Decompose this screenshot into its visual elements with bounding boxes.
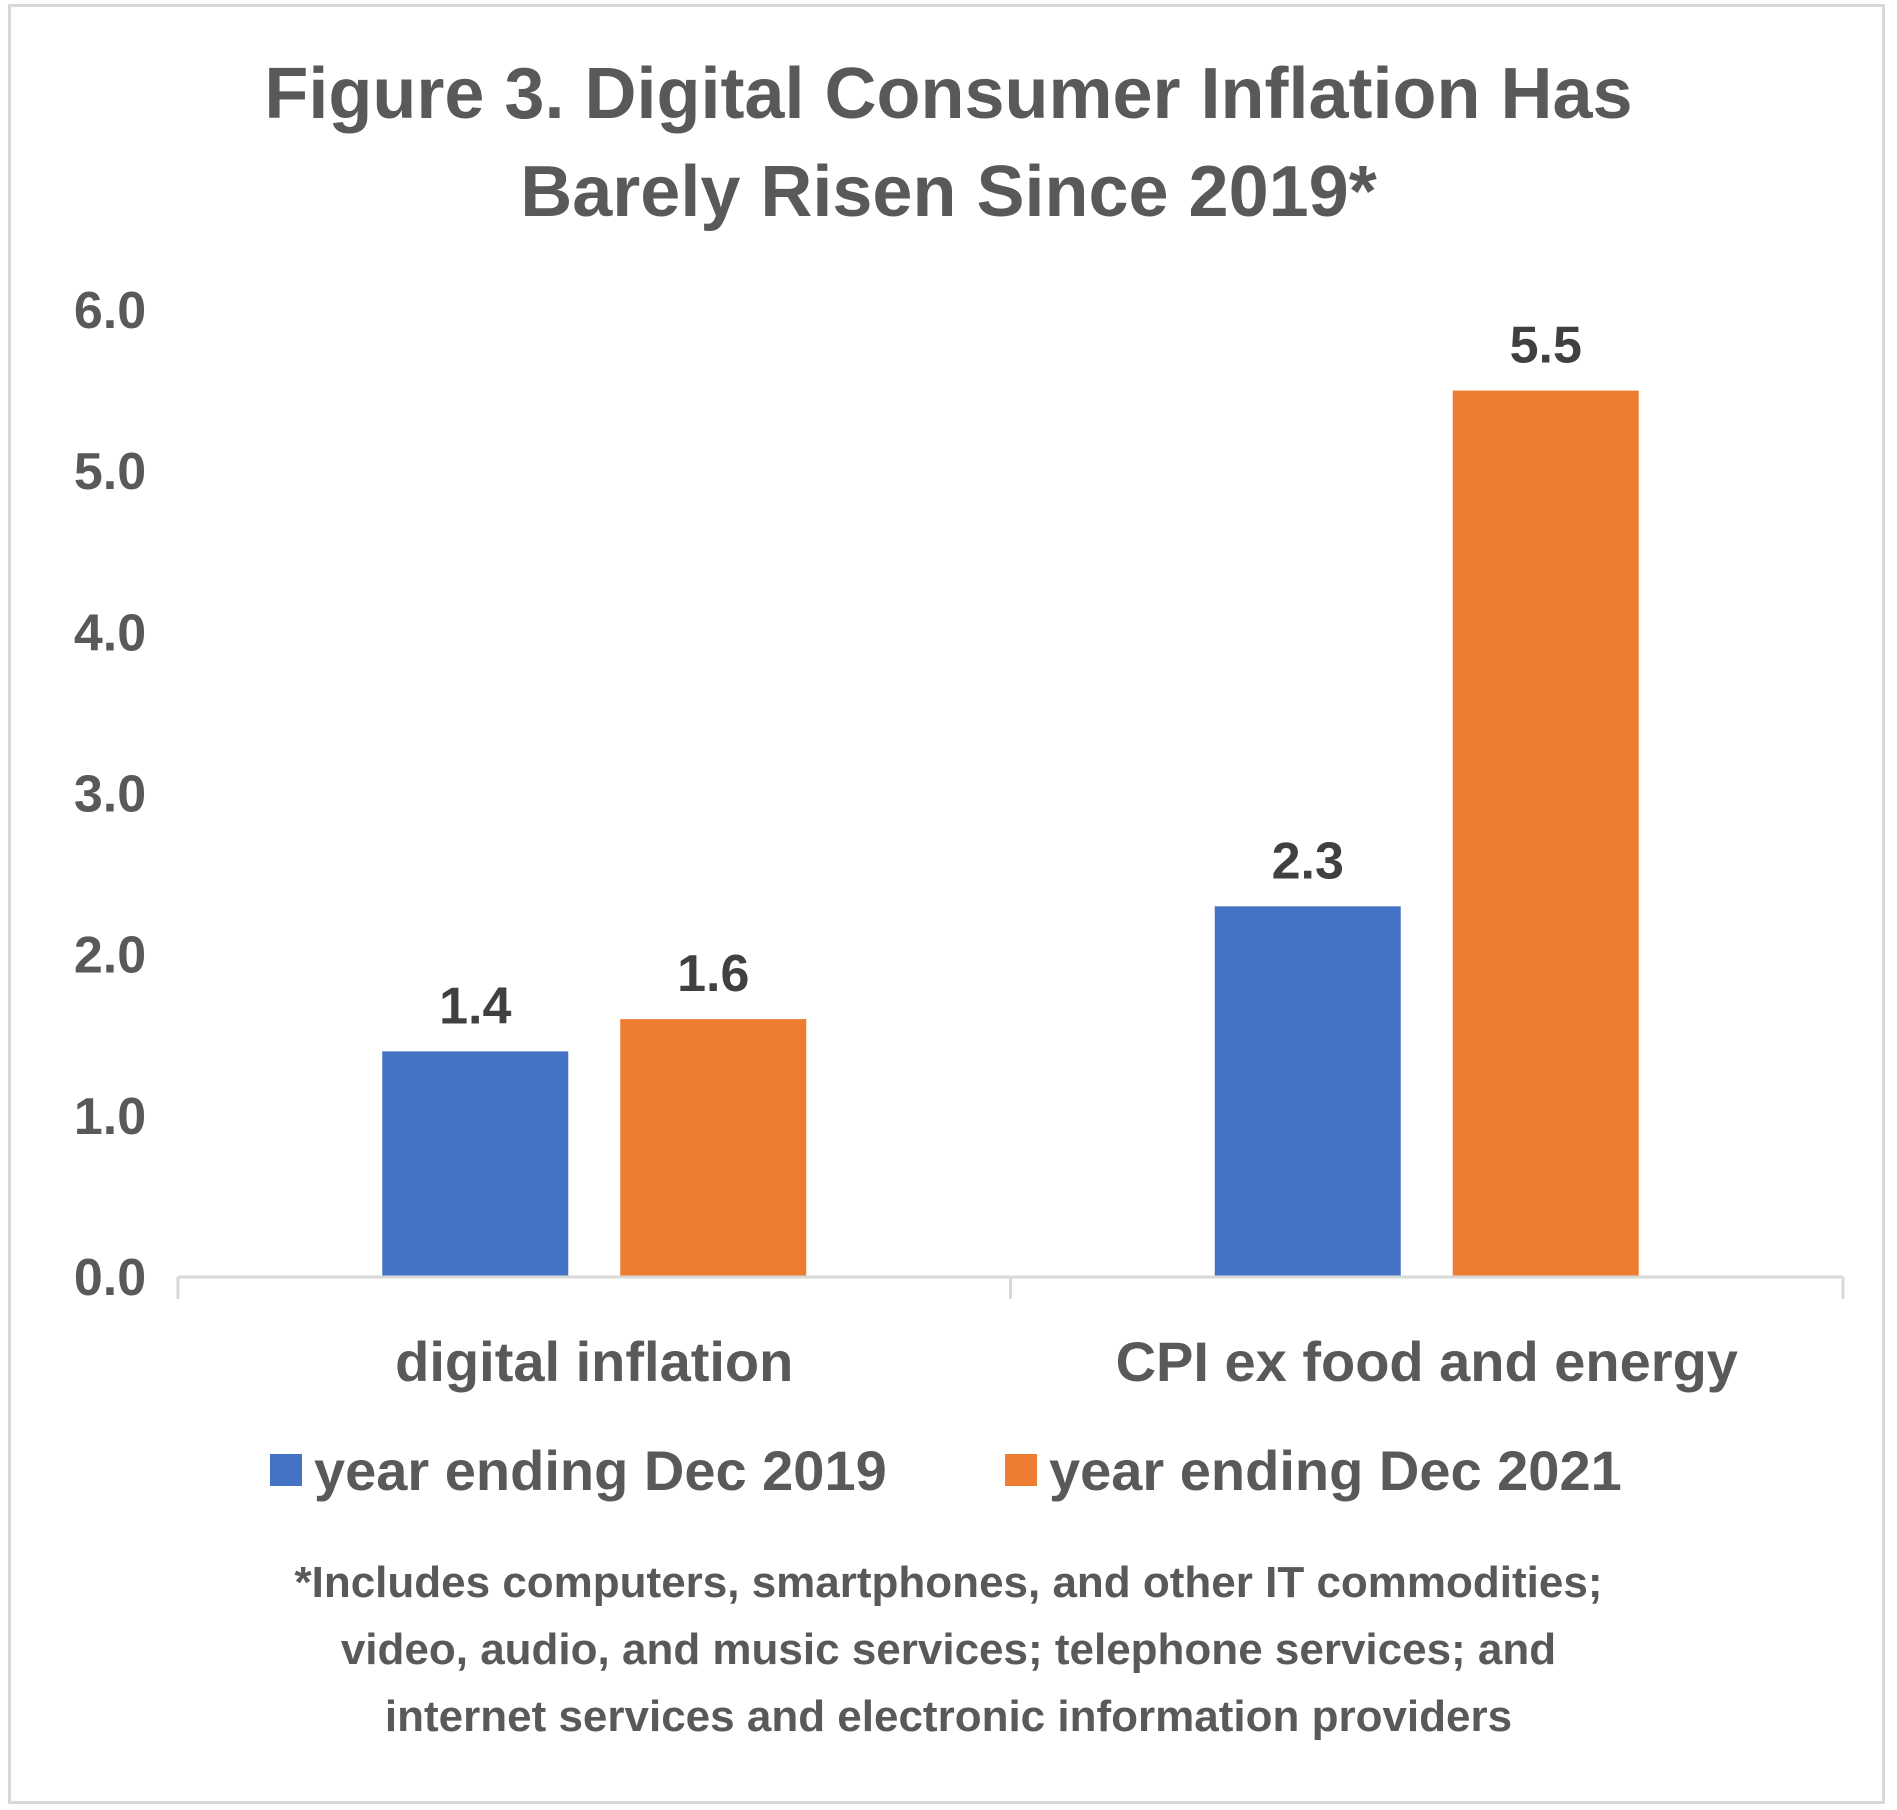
y-tick-label-6: 6.0 (74, 282, 146, 340)
legend-label-series-2: year ending Dec 2021 (1049, 1438, 1622, 1502)
chart-title-line-2: Barely Risen Since 2019* (520, 152, 1377, 232)
x-axis-category-labels: digital inflation CPI ex food and energy (395, 1330, 1738, 1393)
bar-0-0 (382, 1051, 569, 1277)
legend-item-series-1: year ending Dec 2019 (270, 1430, 887, 1510)
footnote-line-2: video, audio, and music services; teleph… (340, 1625, 1557, 1674)
y-tick-label-4: 4.0 (74, 604, 146, 662)
legend-item-series-2: year ending Dec 2021 (1005, 1430, 1622, 1510)
y-axis-tick-labels: 0.0 1.0 2.0 3.0 4.0 5.0 6.0 (74, 282, 146, 1307)
y-tick-label-5: 5.0 (74, 443, 146, 501)
legend-swatch-series-2 (1005, 1454, 1037, 1486)
data-label-0-1: 1.6 (677, 945, 749, 1003)
data-label-1-0: 2.3 (1272, 832, 1344, 890)
bar-chart: 0.0 1.0 2.0 3.0 4.0 5.0 6.0 1.4 1.6 2.3 5.5 digit… (74, 282, 1845, 1393)
data-label-0-0: 1.4 (439, 977, 511, 1035)
y-tick-label-3: 3.0 (74, 766, 146, 824)
legend-label-series-1: year ending Dec 2019 (314, 1438, 887, 1502)
x-axis (176, 1275, 1845, 1299)
x-category-label-1: CPI ex food and energy (1116, 1330, 1738, 1393)
chart-title-line-1: Figure 3. Digital Consumer Inflation Has (264, 54, 1633, 134)
bar-1-1 (1452, 390, 1639, 1277)
legend-swatch-series-1 (270, 1454, 302, 1486)
y-tick-label-0: 0.0 (74, 1249, 146, 1307)
y-tick-label-1: 1.0 (74, 1088, 146, 1146)
bars (382, 390, 1639, 1277)
data-labels: 1.4 1.6 2.3 5.5 (439, 317, 1582, 1036)
bar-1-0 (1214, 906, 1401, 1277)
footnote-line-3: internet services and electronic informa… (384, 1692, 1513, 1741)
data-label-1-1: 5.5 (1510, 317, 1582, 375)
y-tick-label-2: 2.0 (74, 927, 146, 985)
bar-0-1 (620, 1019, 807, 1277)
x-category-label-0: digital inflation (395, 1330, 793, 1393)
footnote-line-1: *Includes computers, smartphones, and ot… (294, 1558, 1603, 1607)
